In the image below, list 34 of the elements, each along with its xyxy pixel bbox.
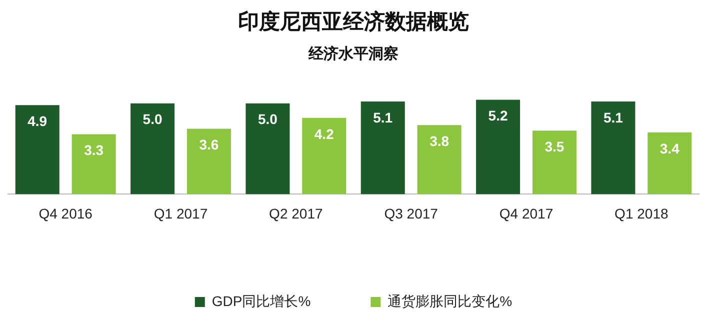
legend-label: GDP同比增长% [212,292,311,309]
bar [72,134,116,194]
x-tick-label: Q4 2017 [499,205,554,222]
chart-title: 印度尼西亚经济数据概览 [238,9,469,34]
bar [476,100,520,194]
bar [15,105,60,194]
x-tick-label: Q4 2016 [38,205,93,222]
chart-subtitle: 经济水平洞察 [308,44,398,62]
bar [417,125,462,194]
legend-label: 通货膨胀同比变化% [388,292,512,309]
bar [532,130,576,194]
data-label: 5.0 [258,111,278,128]
bar [130,103,175,194]
data-label: 4.2 [314,126,334,142]
bar [591,102,636,194]
data-label: 3.6 [199,136,219,153]
x-tick-label: Q2 2017 [269,205,323,222]
x-tick-label: Q1 2018 [614,205,668,222]
data-label: 3.5 [544,138,564,154]
x-tick-label: Q3 2017 [384,205,438,222]
data-label: 3.3 [84,142,104,158]
bar [360,102,405,194]
bar [648,132,692,194]
bar [246,103,290,194]
x-tick-label: Q1 2017 [154,205,208,222]
data-label: 4.9 [28,113,48,130]
data-label: 5.0 [142,111,162,128]
data-label: 3.8 [430,133,450,150]
data-label: 5.1 [373,109,393,126]
bar [302,118,346,194]
data-label: 3.4 [660,140,680,156]
data-label: 5.2 [488,108,508,124]
data-label: 5.1 [603,109,624,126]
bar [186,128,231,194]
